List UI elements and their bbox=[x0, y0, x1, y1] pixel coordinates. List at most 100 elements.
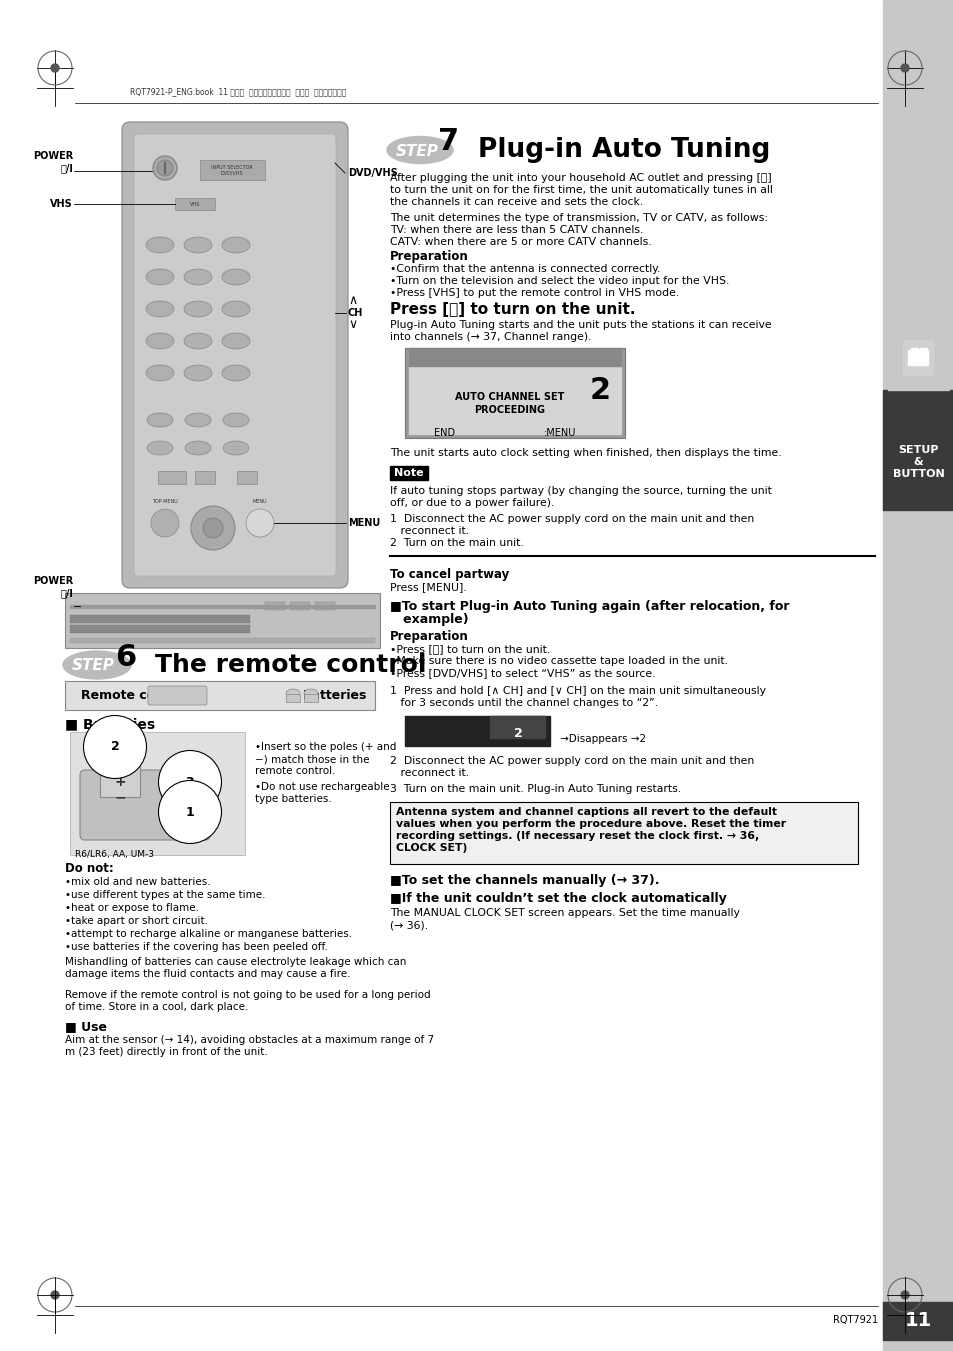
Text: MENU: MENU bbox=[253, 499, 267, 504]
Text: into channels (→ 37, Channel range).: into channels (→ 37, Channel range). bbox=[390, 332, 591, 342]
Text: −) match those in the: −) match those in the bbox=[254, 754, 369, 765]
Bar bbox=[405, 716, 550, 746]
Bar bbox=[919, 349, 926, 358]
Text: DVD/VHS: DVD/VHS bbox=[348, 168, 397, 178]
Text: 1  Press and hold [∧ CH] and [∨ CH] on the main unit simultaneously: 1 Press and hold [∧ CH] and [∨ CH] on th… bbox=[390, 686, 765, 696]
Text: Note: Note bbox=[394, 467, 423, 478]
Bar bbox=[100, 757, 140, 797]
Text: •Press [VHS] to put the remote control in VHS mode.: •Press [VHS] to put the remote control i… bbox=[390, 288, 679, 299]
Text: reconnect it.: reconnect it. bbox=[390, 767, 469, 778]
Bar bbox=[265, 603, 285, 611]
Ellipse shape bbox=[223, 440, 249, 455]
Text: CATV: when there are 5 or more CATV channels.: CATV: when there are 5 or more CATV chan… bbox=[390, 236, 651, 247]
Text: TV: when there are less than 5 CATV channels.: TV: when there are less than 5 CATV chan… bbox=[390, 226, 642, 235]
Text: 1  Disconnect the AC power supply cord on the main unit and then: 1 Disconnect the AC power supply cord on… bbox=[390, 513, 754, 524]
Ellipse shape bbox=[222, 269, 250, 285]
Text: •take apart or short circuit.: •take apart or short circuit. bbox=[65, 916, 208, 925]
Ellipse shape bbox=[223, 413, 249, 427]
Text: of time. Store in a cool, dark place.: of time. Store in a cool, dark place. bbox=[65, 1002, 248, 1012]
Text: Plug-in Auto Tuning starts and the unit puts the stations it can receive: Plug-in Auto Tuning starts and the unit … bbox=[390, 320, 771, 330]
Bar bbox=[907, 350, 927, 365]
Text: The unit starts auto clock setting when finished, then displays the time.: The unit starts auto clock setting when … bbox=[390, 449, 781, 458]
Text: VHS: VHS bbox=[190, 201, 200, 207]
Text: POWER
⏻/I: POWER ⏻/I bbox=[32, 151, 73, 173]
Text: values when you perform the procedure above. Reset the timer: values when you perform the procedure ab… bbox=[395, 819, 785, 830]
Ellipse shape bbox=[185, 413, 211, 427]
Text: →Disappears →2: →Disappears →2 bbox=[559, 734, 645, 744]
Circle shape bbox=[152, 155, 177, 180]
Text: •Confirm that the antenna is connected correctly.: •Confirm that the antenna is connected c… bbox=[390, 263, 659, 274]
Text: The remote control: The remote control bbox=[154, 653, 426, 677]
Text: •use different types at the same time.: •use different types at the same time. bbox=[65, 890, 265, 900]
Text: ■If the unit couldn’t set the clock automatically: ■If the unit couldn’t set the clock auto… bbox=[390, 892, 726, 905]
Text: RQT7921: RQT7921 bbox=[832, 1315, 877, 1325]
Text: The unit determines the type of transmission, TV or CATV, as follows:: The unit determines the type of transmis… bbox=[390, 213, 767, 223]
Text: ■To start Plug-in Auto Tuning again (after relocation, for: ■To start Plug-in Auto Tuning again (aft… bbox=[390, 600, 789, 613]
Bar bbox=[70, 732, 245, 855]
Bar bbox=[70, 615, 250, 623]
Bar bbox=[882, 390, 953, 509]
Text: The MANUAL CLOCK SET screen appears. Set the time manually: The MANUAL CLOCK SET screen appears. Set… bbox=[390, 908, 740, 917]
Text: damage items the fluid contacts and may cause a fire.: damage items the fluid contacts and may … bbox=[65, 969, 350, 979]
Circle shape bbox=[203, 517, 223, 538]
Bar bbox=[887, 340, 948, 390]
Text: Preparation: Preparation bbox=[390, 250, 468, 263]
Text: 11: 11 bbox=[903, 1312, 931, 1331]
Circle shape bbox=[51, 1292, 59, 1300]
Circle shape bbox=[157, 159, 172, 176]
Bar bbox=[70, 638, 375, 643]
Text: to turn the unit on for the first time, the unit automatically tunes in all: to turn the unit on for the first time, … bbox=[390, 185, 772, 195]
Text: 3  Turn on the main unit. Plug-in Auto Tuning restarts.: 3 Turn on the main unit. Plug-in Auto Tu… bbox=[390, 784, 680, 794]
Ellipse shape bbox=[147, 413, 172, 427]
Text: Antenna system and channel captions all revert to the default: Antenna system and channel captions all … bbox=[395, 807, 776, 817]
Text: To cancel partway: To cancel partway bbox=[390, 567, 509, 581]
Bar bbox=[409, 349, 620, 366]
Circle shape bbox=[51, 63, 59, 72]
Text: m (23 feet) directly in front of the unit.: m (23 feet) directly in front of the uni… bbox=[65, 1047, 268, 1056]
Text: END: END bbox=[434, 428, 456, 438]
Text: remote control.: remote control. bbox=[254, 766, 335, 775]
Text: INPUT SELECTOR
DVD/VHS: INPUT SELECTOR DVD/VHS bbox=[211, 165, 253, 176]
Bar bbox=[910, 349, 917, 358]
Text: −: − bbox=[114, 790, 126, 804]
Bar bbox=[200, 159, 265, 180]
Text: 2: 2 bbox=[111, 740, 119, 754]
Ellipse shape bbox=[146, 269, 173, 285]
Text: Aim at the sensor (→ 14), avoiding obstacles at a maximum range of 7: Aim at the sensor (→ 14), avoiding obsta… bbox=[65, 1035, 434, 1046]
Text: for 3 seconds until the channel changes to “2”.: for 3 seconds until the channel changes … bbox=[390, 698, 658, 708]
Ellipse shape bbox=[184, 365, 212, 381]
Text: •use batteries if the covering has been peeled off.: •use batteries if the covering has been … bbox=[65, 942, 328, 952]
Text: •heat or expose to flame.: •heat or expose to flame. bbox=[65, 902, 199, 913]
Text: •Do not use rechargeable: •Do not use rechargeable bbox=[254, 782, 389, 792]
Text: TOP MENU: TOP MENU bbox=[152, 499, 177, 504]
Ellipse shape bbox=[146, 236, 173, 253]
Text: 3: 3 bbox=[186, 775, 194, 789]
Text: STEP: STEP bbox=[395, 143, 438, 158]
Text: AUTO CHANNEL SET: AUTO CHANNEL SET bbox=[455, 392, 564, 403]
Ellipse shape bbox=[222, 236, 250, 253]
Bar bbox=[70, 605, 375, 608]
Text: CLOCK SET): CLOCK SET) bbox=[395, 843, 467, 852]
Bar bbox=[409, 366, 620, 434]
Bar bbox=[158, 471, 186, 484]
Text: R6/LR6, AA, UM-3: R6/LR6, AA, UM-3 bbox=[75, 850, 153, 859]
Text: example): example) bbox=[390, 613, 468, 626]
Text: •mix old and new batteries.: •mix old and new batteries. bbox=[65, 877, 211, 888]
Bar bbox=[882, 1302, 953, 1340]
Ellipse shape bbox=[146, 301, 173, 317]
Text: ■ Batteries: ■ Batteries bbox=[65, 717, 155, 731]
Text: 2  Disconnect the AC power supply cord on the main unit and then: 2 Disconnect the AC power supply cord on… bbox=[390, 757, 754, 766]
Text: SETUP
&
BUTTON: SETUP & BUTTON bbox=[892, 444, 943, 480]
Text: •Make sure there is no video cassette tape loaded in the unit.: •Make sure there is no video cassette ta… bbox=[390, 657, 727, 666]
Bar bbox=[236, 471, 256, 484]
Text: 2: 2 bbox=[589, 376, 610, 405]
Text: :MENU: :MENU bbox=[543, 428, 576, 438]
Text: Press [⏻] to turn on the unit.: Press [⏻] to turn on the unit. bbox=[390, 303, 635, 317]
Bar bbox=[390, 466, 428, 480]
Circle shape bbox=[246, 509, 274, 536]
Bar bbox=[290, 603, 310, 611]
Ellipse shape bbox=[146, 332, 173, 349]
Text: 2: 2 bbox=[513, 727, 522, 740]
Text: (→ 36).: (→ 36). bbox=[390, 920, 428, 929]
Text: the channels it can receive and sets the clock.: the channels it can receive and sets the… bbox=[390, 197, 642, 207]
